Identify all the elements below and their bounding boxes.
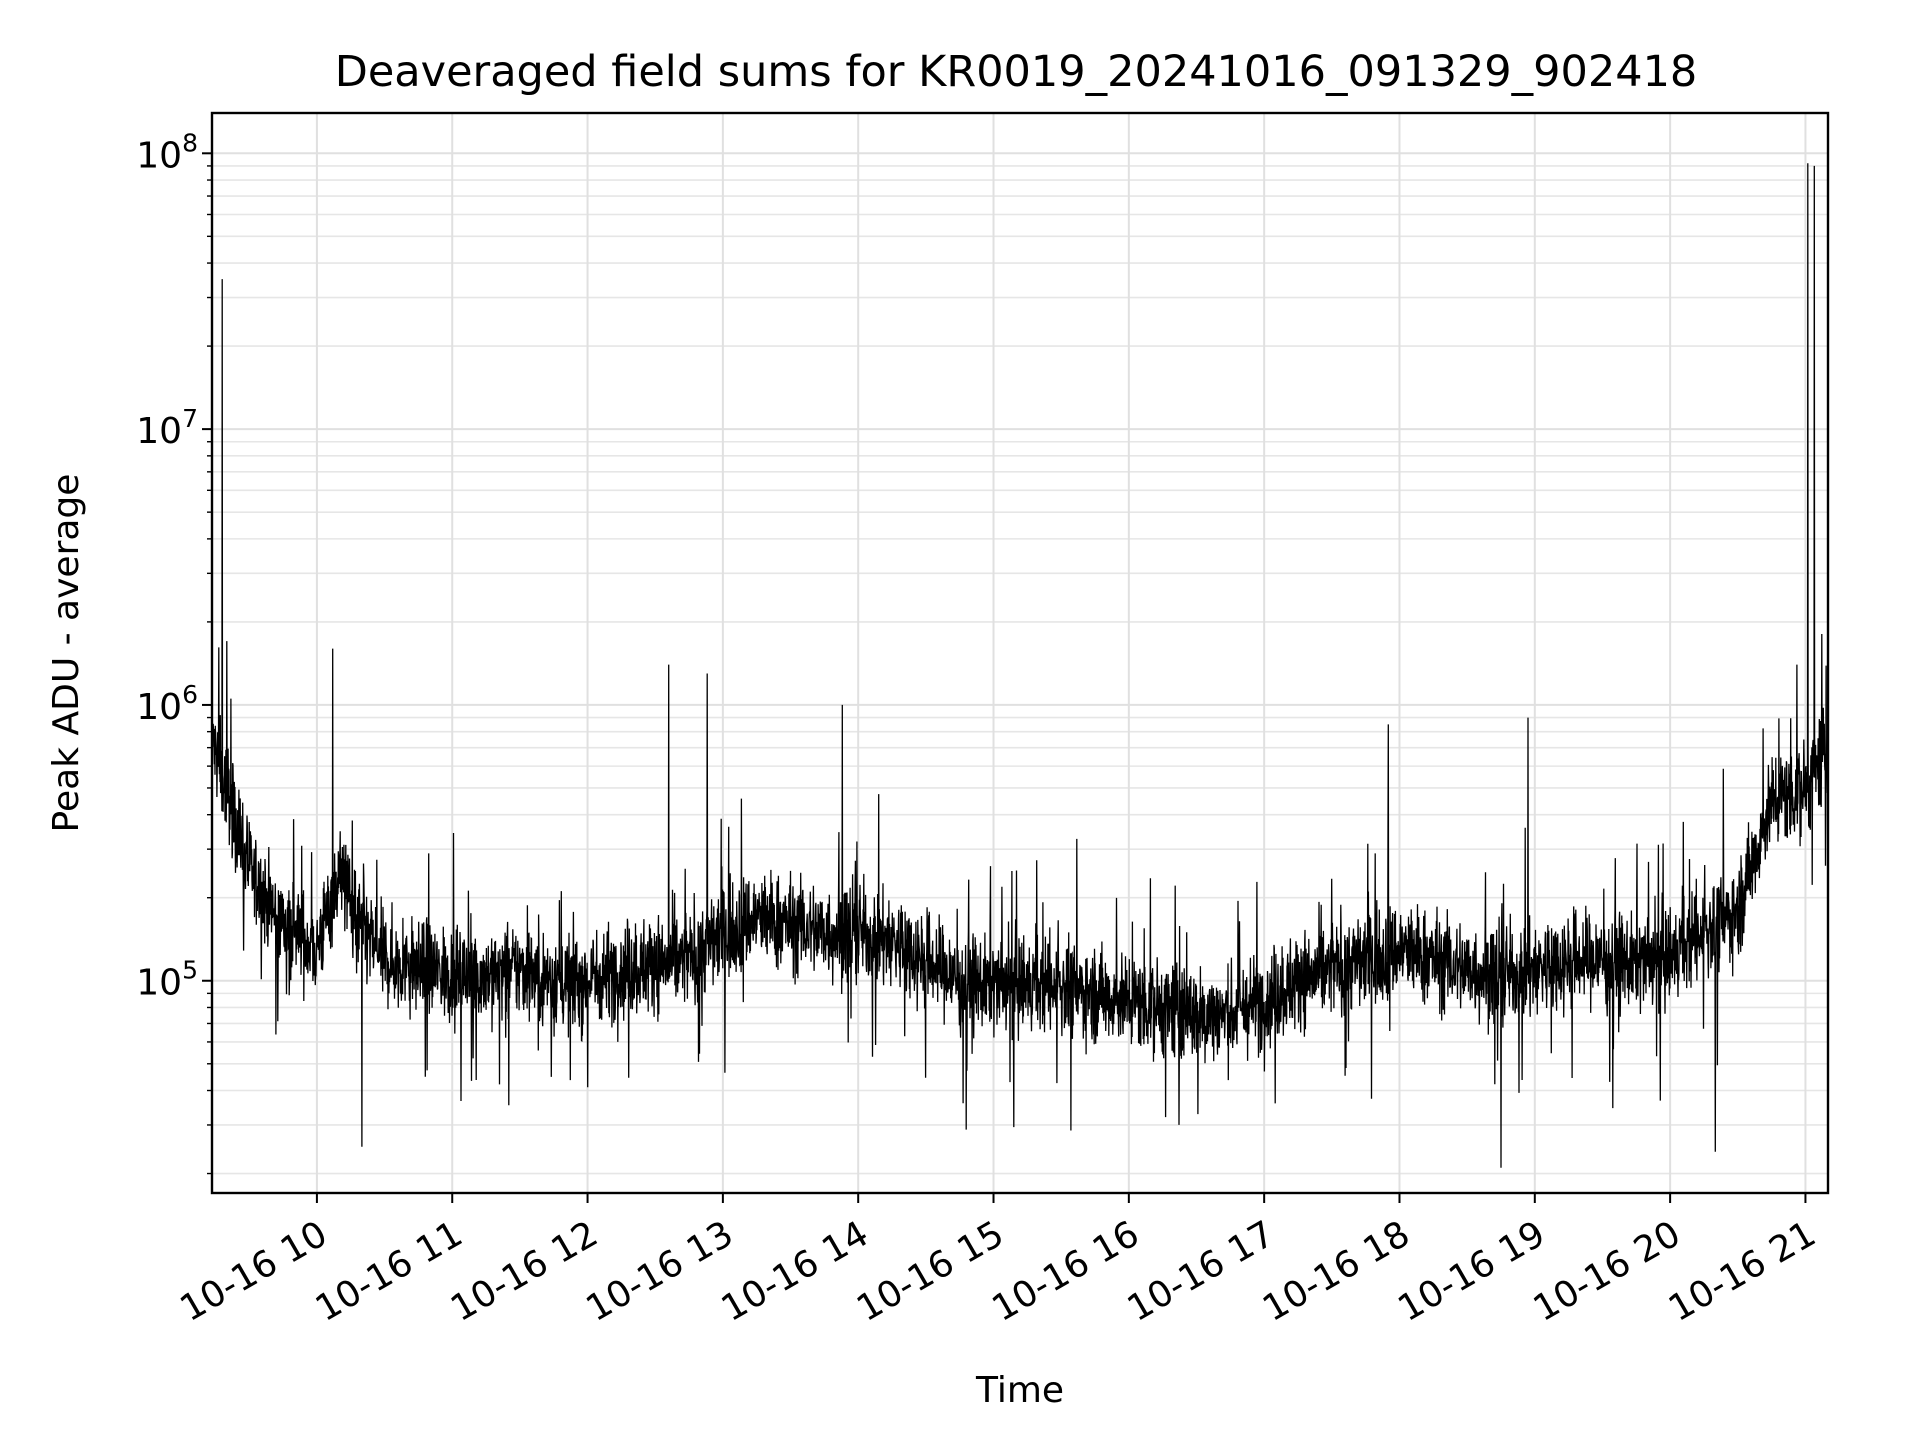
chart-title: Deaveraged field sums for KR0019_2024101… — [335, 47, 1698, 97]
y-axis-label: Peak ADU - average — [46, 474, 87, 833]
y-tick-label: 106 — [136, 680, 198, 728]
y-axis-ticks: 105 106 107 108 — [136, 128, 212, 1175]
series-layer — [212, 163, 1829, 1168]
plot-frame — [210, 111, 1830, 1195]
y-tick-label: 105 — [136, 956, 198, 1004]
minor-gridlines — [212, 165, 1828, 1175]
y-tick-label: 108 — [136, 128, 198, 176]
series-line — [212, 163, 1829, 1168]
x-axis-label: Time — [975, 1370, 1064, 1411]
y-tick-label: 107 — [136, 404, 198, 452]
